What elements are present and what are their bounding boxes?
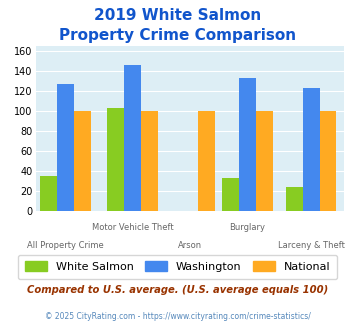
- Text: Motor Vehicle Theft: Motor Vehicle Theft: [92, 223, 173, 232]
- Bar: [74, 111, 91, 211]
- Text: Larceny & Theft: Larceny & Theft: [278, 241, 344, 250]
- Bar: [286, 187, 302, 211]
- Bar: [107, 108, 124, 211]
- Bar: [40, 176, 57, 211]
- Bar: [302, 88, 320, 211]
- Text: 2019 White Salmon: 2019 White Salmon: [94, 8, 261, 23]
- Text: Burglary: Burglary: [229, 223, 266, 232]
- Bar: [141, 111, 158, 211]
- Legend: White Salmon, Washington, National: White Salmon, Washington, National: [18, 255, 337, 279]
- Text: All Property Crime: All Property Crime: [27, 241, 104, 250]
- Text: Arson: Arson: [178, 241, 202, 250]
- Text: Compared to U.S. average. (U.S. average equals 100): Compared to U.S. average. (U.S. average …: [27, 285, 328, 295]
- Text: © 2025 CityRating.com - https://www.cityrating.com/crime-statistics/: © 2025 CityRating.com - https://www.city…: [45, 312, 310, 321]
- Bar: [239, 78, 256, 211]
- Bar: [222, 178, 239, 211]
- Bar: [124, 65, 141, 211]
- Bar: [256, 111, 273, 211]
- Bar: [57, 84, 74, 211]
- Text: Property Crime Comparison: Property Crime Comparison: [59, 28, 296, 43]
- Bar: [320, 111, 337, 211]
- Bar: [198, 111, 215, 211]
